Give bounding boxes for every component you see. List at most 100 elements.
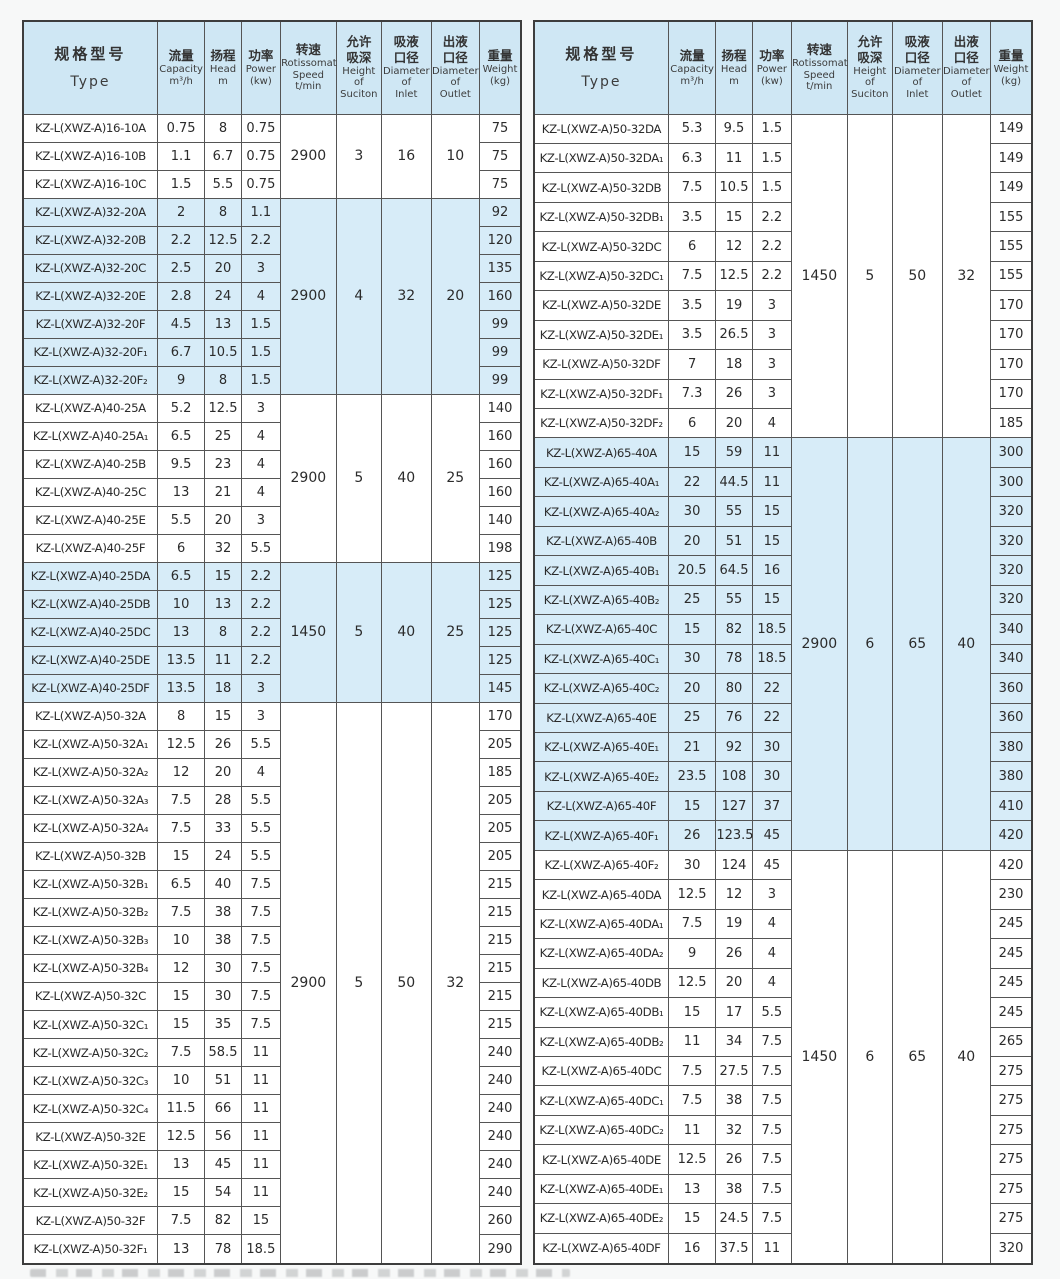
speed-cell: 2900 [791,437,848,851]
head-cell: 20 [204,253,242,283]
model-cell: KZ-L(XWZ-A)50-32C [22,981,158,1012]
power-cell: 5.5 [751,997,793,1028]
weight-cell: 340 [990,643,1033,675]
inlet-cell: 16 [381,113,432,199]
head-cell: 12.5 [204,393,242,423]
head-cell: 11 [715,142,753,174]
head-cell: 30 [204,981,242,1012]
capacity-cell: 6 [667,231,717,262]
head-cell: 8 [204,365,242,395]
inlet-cell: 65 [892,849,943,1265]
power-cell: 4 [240,421,282,451]
head-cell: 24 [204,841,242,871]
model-cell: KZ-L(XWZ-A)50-32DF [533,349,669,380]
power-cell: 4 [751,967,793,999]
head-cell: 24.5 [715,1203,753,1234]
head-cell: 13 [204,589,242,619]
head-cell: 26 [204,729,242,759]
head-cell: 15 [715,201,753,233]
power-cell: 11 [751,466,793,498]
head-cell: 51 [204,1066,242,1096]
weight-cell: 125 [479,561,522,591]
model-cell: KZ-L(XWZ-A)50-32DC₁ [533,260,669,292]
weight-cell: 300 [990,437,1033,468]
inlet-cell: 65 [892,437,943,851]
weight-cell: 205 [479,813,522,843]
weight-cell: 120 [479,225,522,255]
model-cell: KZ-L(XWZ-A)50-32B₁ [22,869,158,899]
model-cell: KZ-L(XWZ-A)50-32C₁ [22,1009,158,1040]
col-header-weight: 重量 Weight (kg) [990,20,1033,115]
outlet-cell: 32 [941,113,992,439]
power-cell: 30 [751,761,793,792]
head-cell: 28 [204,785,242,815]
capacity-cell: 4.5 [156,309,206,339]
model-cell: KZ-L(XWZ-A)32-20F₁ [22,337,158,367]
weight-cell: 245 [990,938,1033,969]
power-cell: 37 [751,790,793,822]
model-cell: KZ-L(XWZ-A)50-32C₃ [22,1066,158,1096]
power-cell: 11 [240,1066,282,1096]
col-header-inlet: 吸液 口径 Diameter of Inlet [892,20,943,115]
capacity-cell: 15 [667,1203,717,1234]
weight-cell: 215 [479,1009,522,1040]
capacity-cell: 7.5 [156,1038,206,1068]
weight-cell: 275 [990,1203,1033,1234]
head-cell: 44.5 [715,466,753,498]
power-cell: 5.5 [240,813,282,843]
suction-cell: 3 [335,113,383,199]
power-cell: 7.5 [751,1144,793,1175]
weight-cell: 290 [479,1234,522,1265]
capacity-cell: 20 [667,673,717,704]
power-cell: 7.5 [751,1173,793,1205]
power-cell: 11 [240,1038,282,1068]
capacity-cell: 3.5 [667,319,717,351]
weight-cell: 99 [479,365,522,395]
speed-cell: 2900 [280,393,337,563]
model-cell: KZ-L(XWZ-A)65-40E [533,702,669,734]
head-cell: 76 [715,702,753,734]
capacity-cell: 1.1 [156,141,206,171]
weight-cell: 215 [479,925,522,955]
head-cell: 82 [204,1206,242,1236]
head-cell: 78 [204,1234,242,1265]
col-header-outlet: 出液 口径 Diameter of Outlet [430,20,481,115]
capacity-cell: 23.5 [667,761,717,792]
power-cell: 7.5 [240,869,282,899]
weight-cell: 300 [990,466,1033,498]
head-cell: 12 [715,231,753,262]
weight-cell: 420 [990,849,1033,881]
model-cell: KZ-L(XWZ-A)65-40DA₂ [533,938,669,969]
head-cell: 9.5 [715,113,753,144]
model-cell: KZ-L(XWZ-A)50-32A [22,701,158,731]
weight-cell: 125 [479,617,522,647]
head-cell: 58.5 [204,1038,242,1068]
power-cell: 7.5 [240,981,282,1012]
head-cell: 8 [204,197,242,227]
capacity-cell: 30 [667,496,717,527]
model-cell: KZ-L(XWZ-A)50-32DE₁ [533,319,669,351]
power-cell: 3 [751,879,793,910]
head-cell: 123.5 [715,820,754,851]
weight-cell: 160 [479,281,522,311]
power-cell: 2.2 [240,645,282,675]
capacity-cell: 7.3 [667,378,717,410]
power-cell: 1.5 [751,113,793,144]
model-cell: KZ-L(XWZ-A)50-32A₁ [22,729,158,759]
model-cell: KZ-L(XWZ-A)40-25A [22,393,158,423]
model-cell: KZ-L(XWZ-A)50-32B₄ [22,953,158,983]
head-cell: 32 [204,533,242,563]
model-cell: KZ-L(XWZ-A)40-25E [22,505,158,535]
model-cell: KZ-L(XWZ-A)65-40B₂ [533,584,669,616]
power-cell: 11 [240,1094,282,1124]
capacity-cell: 15 [667,437,717,468]
capacity-cell: 9 [667,938,717,969]
weight-cell: 360 [990,702,1033,734]
model-cell: KZ-L(XWZ-A)65-40A₂ [533,496,669,527]
weight-cell: 240 [479,1150,522,1180]
weight-cell: 149 [990,172,1033,203]
power-cell: 0.75 [240,169,282,199]
power-cell: 7.5 [751,1026,793,1058]
head-cell: 54 [204,1178,242,1208]
model-cell: KZ-L(XWZ-A)65-40DC [533,1055,669,1087]
